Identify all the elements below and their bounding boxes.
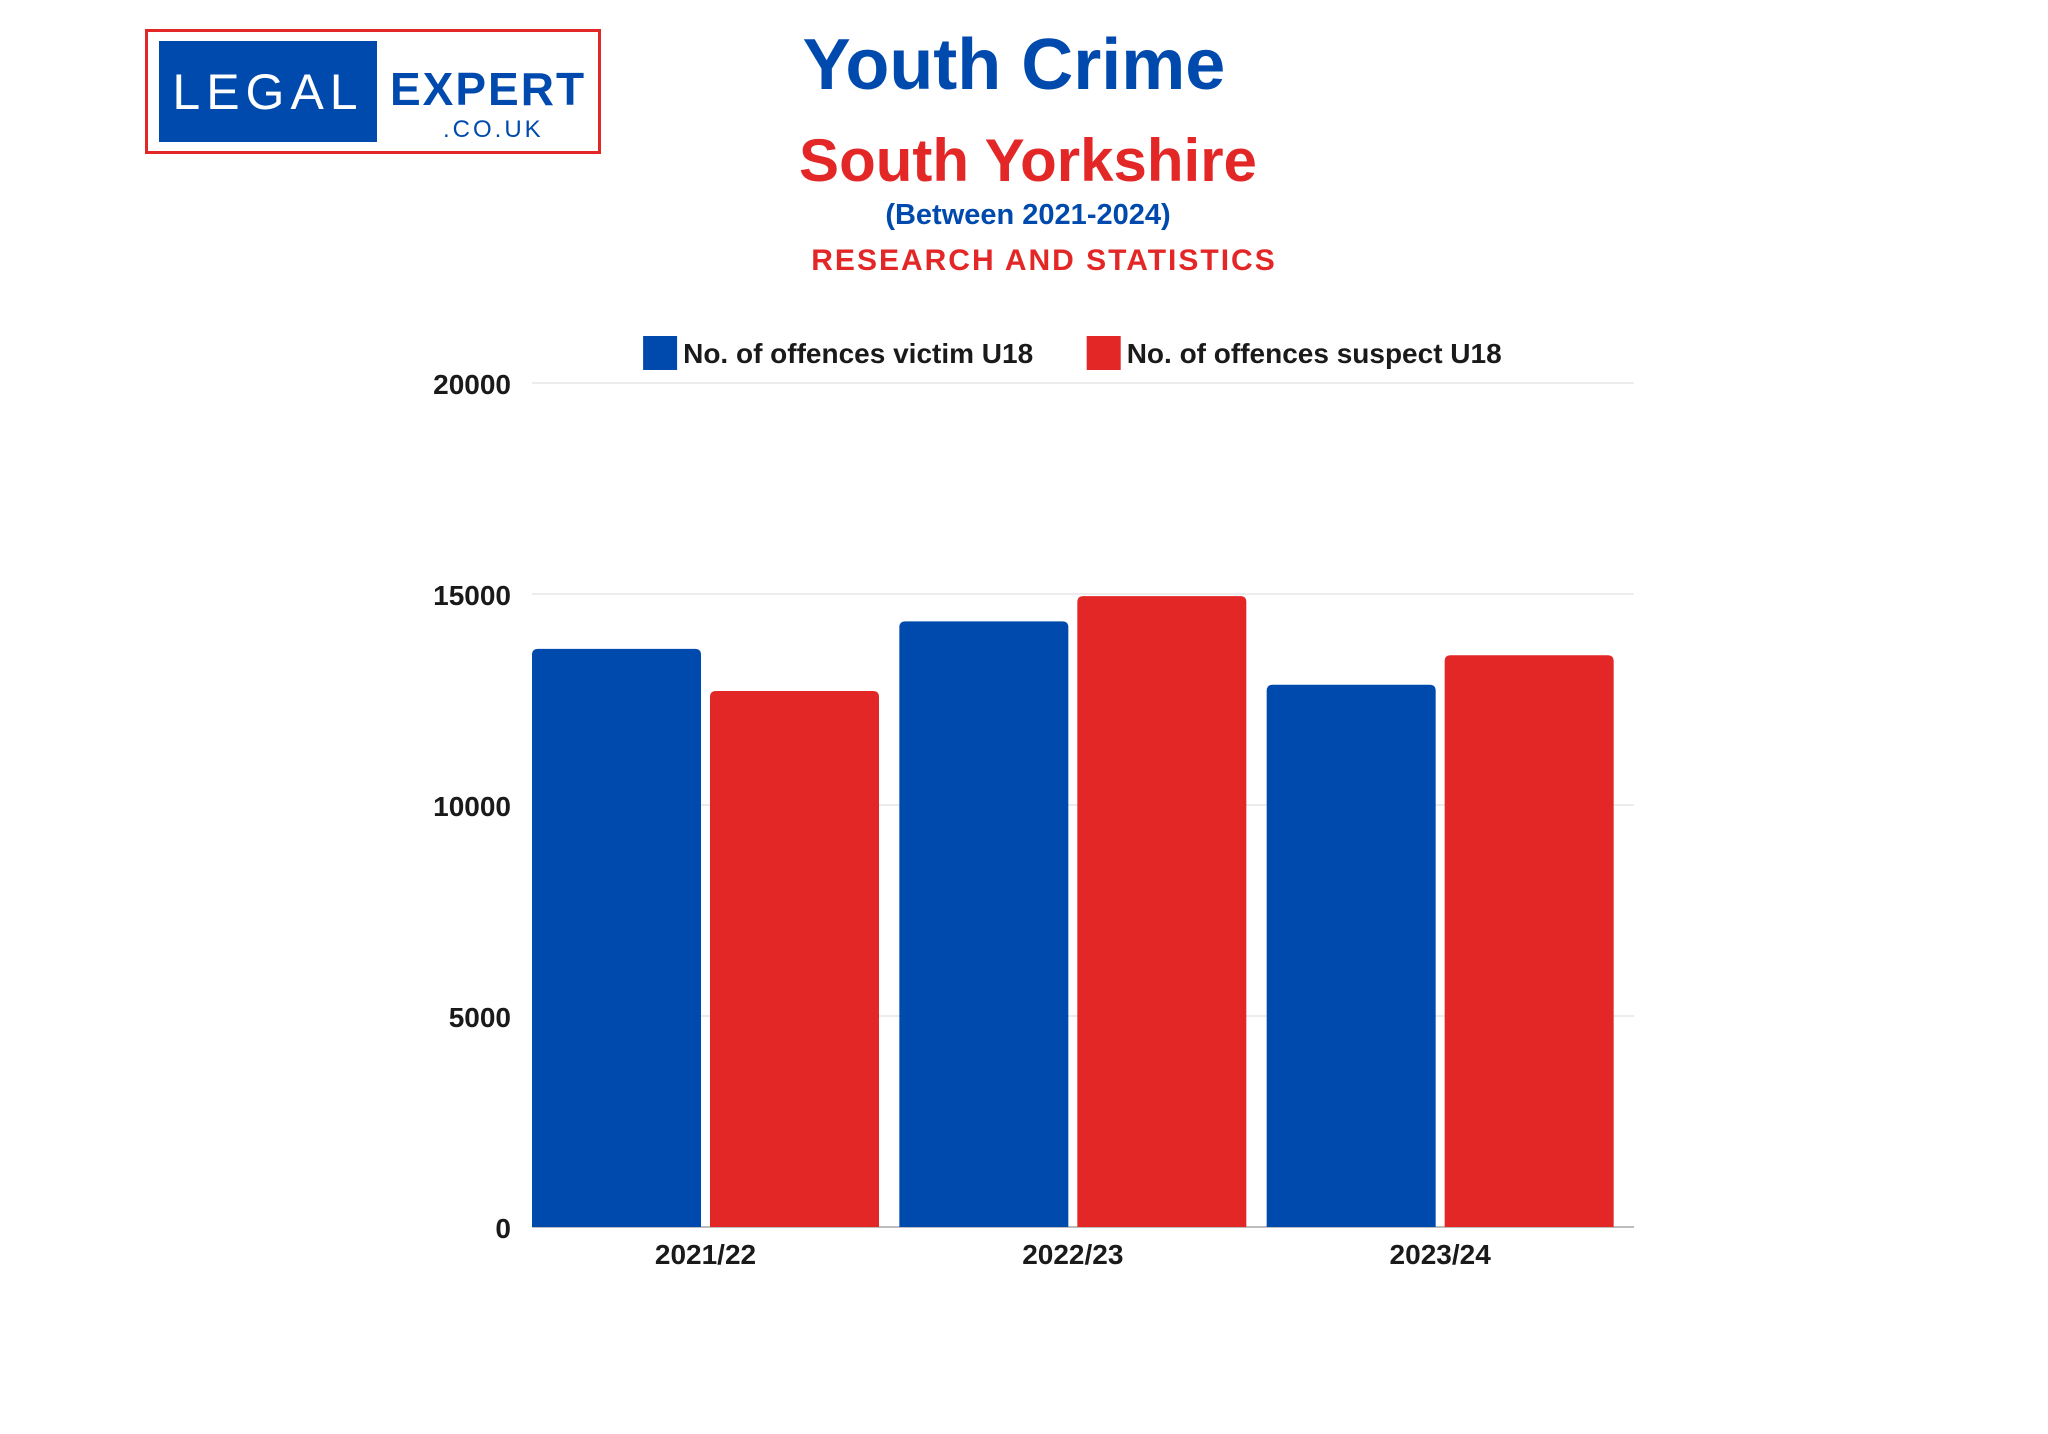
logo-expert-text: EXPERT [390, 63, 587, 115]
y-tick-label: 0 [495, 1213, 511, 1244]
bar-victim-1 [899, 621, 1069, 1227]
bar-victim-2 [1266, 684, 1436, 1227]
chart-subtitle: South Yorkshire [799, 127, 1257, 194]
chart-period: (Between 2021-2024) [885, 199, 1171, 231]
chart-title: Youth Crime [802, 25, 1226, 105]
y-tick-label: 10000 [433, 791, 511, 822]
logo-legal-text: LEGAL [172, 63, 364, 120]
y-tick-label: 20000 [433, 369, 511, 400]
logo-domain-text: .CO.UK [443, 116, 544, 143]
legend-label-victim: No. of offences victim U18 [683, 338, 1033, 369]
y-tick-label: 5000 [449, 1002, 511, 1033]
logo: LEGAL EXPERT .CO.UK [145, 29, 601, 154]
legend-swatch-victim [643, 336, 678, 370]
legend-label-suspect: No. of offences suspect U18 [1127, 338, 1502, 369]
bar-suspect-1 [1077, 596, 1247, 1227]
chart-tagline: RESEARCH AND STATISTICS [811, 244, 1277, 277]
logo-legal-box: LEGAL [159, 41, 377, 142]
bar-suspect-0 [710, 691, 879, 1227]
x-tick-label: 2022/23 [1022, 1239, 1123, 1270]
y-tick-label: 15000 [433, 580, 511, 611]
x-tick-label: 2021/22 [655, 1239, 756, 1270]
bar-victim-0 [532, 648, 701, 1227]
legend-swatch-suspect [1086, 336, 1121, 370]
x-tick-label: 2023/24 [1390, 1239, 1492, 1270]
bar-suspect-2 [1444, 655, 1614, 1227]
